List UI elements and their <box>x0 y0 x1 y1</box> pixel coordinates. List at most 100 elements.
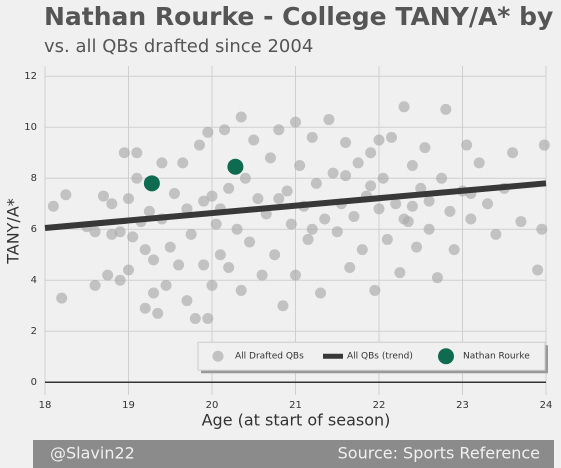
scatter-point <box>114 226 126 238</box>
scatter-point <box>444 205 456 217</box>
x-tick-label: 20 <box>206 400 219 411</box>
scatter-point <box>214 249 226 261</box>
scatter-point <box>365 147 377 159</box>
scatter-point <box>127 231 139 243</box>
scatter-point <box>181 295 193 307</box>
scatter-point <box>394 267 406 279</box>
scatter-point <box>423 195 435 207</box>
x-tick-label: 23 <box>456 400 469 411</box>
scatter-point <box>440 103 452 115</box>
scatter-point <box>419 142 431 154</box>
scatter-point <box>248 134 260 146</box>
scatter-point <box>431 272 443 284</box>
scatter-point <box>277 300 289 312</box>
scatter-point <box>340 137 352 149</box>
scatter-point <box>331 226 343 238</box>
scatter-point <box>515 216 527 228</box>
scatter-point <box>269 249 281 261</box>
scatter-point <box>348 210 360 222</box>
scatter-point <box>386 131 398 143</box>
legend-entry: Nathan Rourke <box>438 348 530 365</box>
x-tick-label: 24 <box>540 400 553 411</box>
scatter-point <box>235 111 247 123</box>
scatter-point <box>97 190 109 202</box>
scatter-point <box>356 244 368 256</box>
scatter-point <box>235 284 247 296</box>
scatter-point <box>223 261 235 273</box>
scatter-point <box>244 236 256 248</box>
scatter-point <box>436 172 448 184</box>
legend-label: Nathan Rourke <box>463 352 530 362</box>
scatter-point <box>202 126 214 138</box>
scatter-point <box>102 269 114 281</box>
x-tick-label: 21 <box>289 400 302 411</box>
legend-swatch <box>438 348 454 365</box>
legend-label: All QBs (trend) <box>347 352 413 362</box>
scatter-point <box>365 180 377 192</box>
footer-credit: @Slavin22 <box>50 444 135 463</box>
scatter-point <box>319 213 331 225</box>
scatter-point <box>148 254 160 266</box>
scatter-point <box>114 274 126 286</box>
scatter-point <box>56 292 68 304</box>
scatter-point <box>181 203 193 215</box>
scatter-point <box>290 269 301 281</box>
scatter-point <box>310 177 322 189</box>
scatter-point <box>206 190 218 202</box>
scatter-point <box>193 139 205 151</box>
scatter-point <box>294 159 306 171</box>
scatter-point <box>398 213 410 225</box>
scatter-point <box>252 193 264 205</box>
x-tick-label: 19 <box>122 400 135 411</box>
footer-bar <box>33 440 554 468</box>
scatter-point <box>185 228 197 240</box>
scatter-point <box>89 226 101 238</box>
scatter-point <box>369 284 381 296</box>
y-tick-label: 8 <box>31 173 37 184</box>
y-tick-label: 0 <box>31 377 37 388</box>
legend-label: All Drafted QBs <box>235 352 304 362</box>
scatter-point <box>106 198 118 210</box>
scatter-point <box>168 188 180 200</box>
scatter-point <box>256 269 268 281</box>
scatter-point <box>223 182 235 194</box>
scatter-point <box>302 233 314 245</box>
scatter-point <box>273 124 285 136</box>
scatter-point <box>139 302 151 314</box>
scatter-point <box>352 157 364 169</box>
scatter-point <box>377 172 389 184</box>
scatter-point <box>239 172 251 184</box>
scatter-point <box>538 139 550 151</box>
scatter-point <box>106 228 118 240</box>
highlight-point <box>143 175 160 192</box>
scatter-point <box>406 200 418 212</box>
y-tick-label: 12 <box>24 71 37 82</box>
scatter-point <box>123 264 134 276</box>
x-axis-label: Age (at start of season) <box>202 411 391 430</box>
scatter-point <box>160 279 172 291</box>
scatter-point <box>198 259 210 271</box>
scatter-point <box>323 114 335 126</box>
scatter-point <box>177 157 189 169</box>
scatter-point <box>210 218 222 230</box>
scatter-point <box>164 241 176 253</box>
scatter-point <box>131 147 143 159</box>
scatter-point <box>390 198 402 210</box>
scatter-point <box>202 312 214 324</box>
scatter-point <box>173 259 185 271</box>
scatter-point <box>327 167 339 179</box>
scatter-point <box>143 205 155 217</box>
scatter-point <box>306 131 318 143</box>
scatter-point <box>198 195 210 207</box>
scatter-point <box>423 223 435 235</box>
scatter-point <box>306 223 318 235</box>
scatter-point <box>373 203 385 215</box>
scatter-point <box>148 287 160 299</box>
scatter-point <box>482 198 494 210</box>
scatter-point <box>290 116 301 128</box>
scatter-point <box>131 172 143 184</box>
scatter-point <box>47 200 59 212</box>
scatter-point <box>532 264 544 276</box>
scatter-point <box>60 189 72 201</box>
